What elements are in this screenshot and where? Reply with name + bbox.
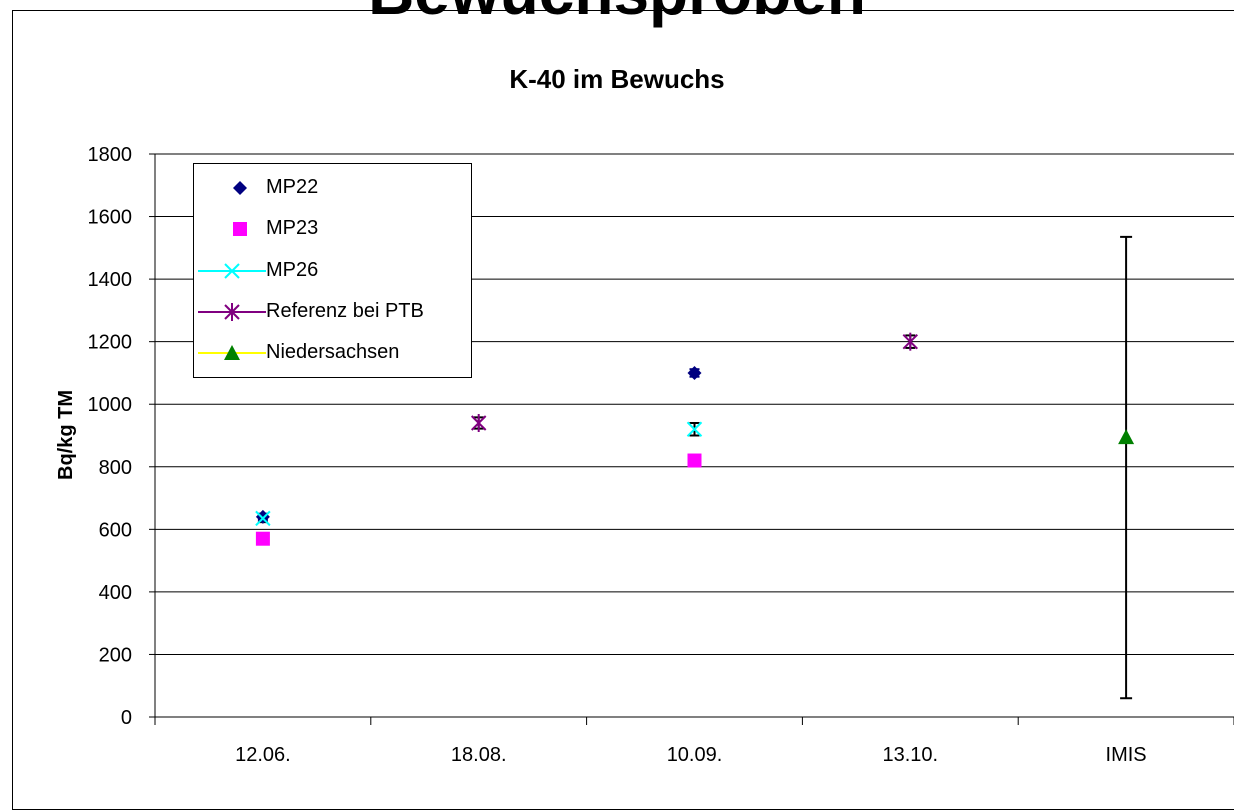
legend-item-niedersachsen: Niedersachsen	[194, 335, 473, 371]
y-tick-label: 1800	[88, 144, 133, 166]
legend-label: MP22	[266, 176, 318, 199]
data-point-triangle	[1118, 429, 1134, 444]
y-tick-label: 1400	[88, 269, 133, 291]
legend-item-mp26: MP26	[194, 253, 473, 289]
legend-label: MP26	[266, 259, 318, 282]
y-tick-label: 0	[121, 707, 132, 729]
data-point-square	[256, 532, 270, 546]
y-tick-label: 600	[99, 519, 132, 541]
data-point-square	[688, 454, 702, 468]
x-tick-label: 10.09.	[667, 744, 723, 766]
y-tick-label: 1200	[88, 332, 133, 354]
data-point-diamond	[688, 366, 702, 380]
y-tick-label: 800	[99, 457, 132, 479]
star-marker-icon	[198, 294, 266, 330]
x-tick-label: 13.10.	[882, 744, 938, 766]
y-tick-label: 1000	[88, 394, 133, 416]
legend: MP22 MP23 MP26 Referenz bei PTB Niedersa…	[193, 163, 472, 378]
x-tick-label: IMIS	[1106, 744, 1147, 766]
triangle-marker-icon	[198, 335, 266, 371]
data-point-star	[472, 414, 486, 432]
y-tick-label: 1600	[88, 207, 133, 229]
x-tick-label: 12.06.	[235, 744, 291, 766]
x-tick-label: 18.08.	[451, 744, 507, 766]
square-marker-icon	[198, 211, 266, 247]
legend-label: Referenz bei PTB	[266, 300, 424, 323]
y-tick-label: 200	[99, 644, 132, 666]
legend-item-referenz: Referenz bei PTB	[194, 294, 473, 330]
legend-item-mp23: MP23	[194, 211, 473, 247]
diamond-marker-icon	[198, 170, 266, 206]
y-tick-label: 400	[99, 582, 132, 604]
y-axis-title: Bq/kg TM	[55, 390, 77, 480]
legend-label: Niedersachsen	[266, 341, 399, 364]
legend-label: MP23	[266, 217, 318, 240]
x-marker-icon	[198, 253, 266, 289]
legend-item-mp22: MP22	[194, 170, 473, 206]
